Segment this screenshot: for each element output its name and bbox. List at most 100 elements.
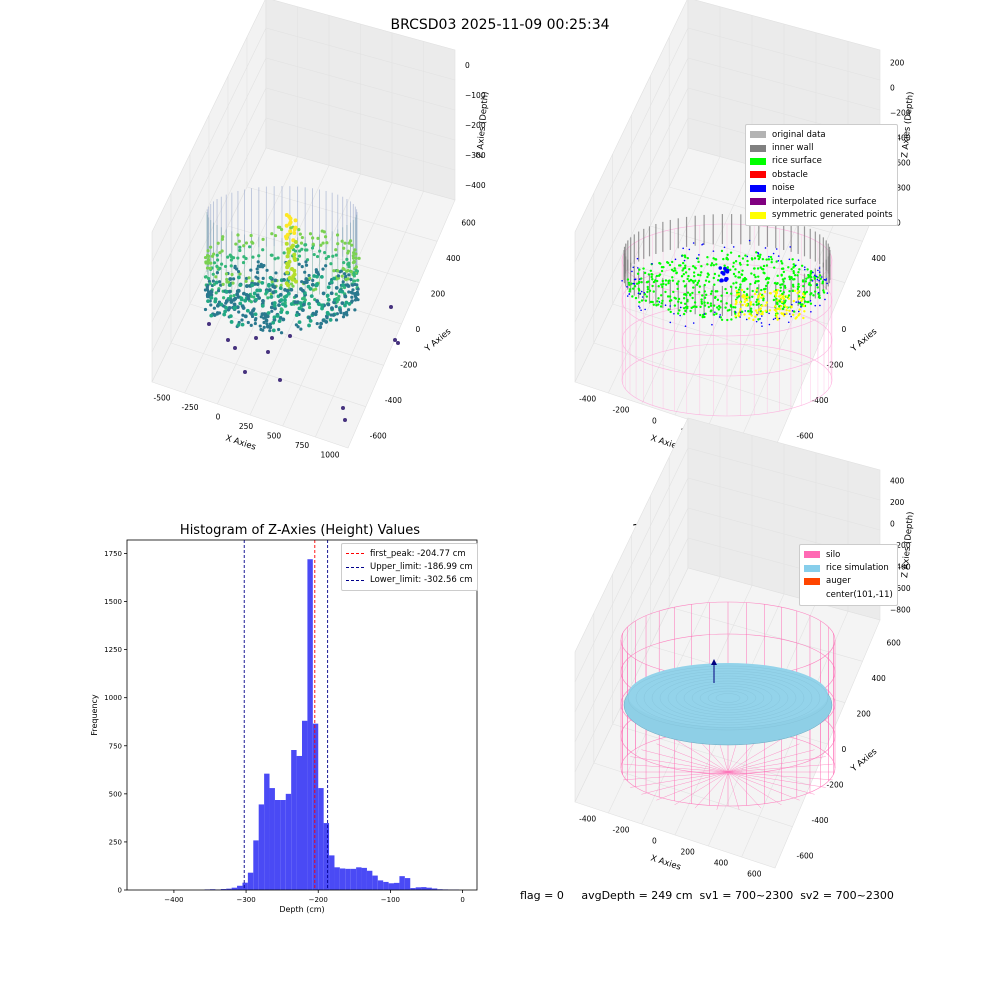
raw-point [278, 286, 283, 291]
raw-point [251, 255, 255, 259]
noise-point [819, 304, 821, 307]
noise-point [633, 278, 636, 281]
height-grid [574, 57, 881, 293]
rice-surface-point [775, 282, 779, 286]
raw-point [326, 302, 331, 307]
raw-point [245, 308, 250, 313]
rice-surface-point [661, 285, 664, 289]
rice-surface-point [802, 284, 805, 288]
raw-point [279, 227, 284, 232]
symmetric-generated-point [746, 295, 749, 299]
rice-surface-point [678, 309, 681, 312]
rice-surface-point [755, 303, 759, 306]
x-tick-label: -200 [612, 826, 629, 835]
rice-surface-point [660, 302, 663, 305]
raw-point [335, 233, 340, 237]
raw-point [290, 282, 294, 286]
raw-point [351, 288, 355, 292]
raw-point [239, 297, 244, 302]
rice-surface-point [656, 279, 659, 283]
rice-surface-point [696, 273, 700, 277]
noise-point [788, 313, 791, 315]
y-tick-label: -400 [812, 396, 829, 405]
symmetric-generated-point [788, 309, 791, 312]
rice-surface-point [797, 282, 800, 286]
rice-surface-point [729, 304, 733, 307]
rice-surface-point [709, 310, 713, 313]
noise-point [760, 322, 763, 324]
panel2-3d-classify-plot: -400-2000200400600-600-400-2000200400600… [574, 0, 916, 459]
histogram-bar [269, 788, 275, 890]
noise-point [739, 311, 742, 314]
rice-surface-point [648, 289, 652, 293]
rice-surface-point [687, 274, 690, 278]
rice-surface-point [670, 260, 674, 264]
rice-surface-point [779, 289, 782, 293]
rice-surface-point [661, 279, 665, 283]
rice-surface-point [797, 285, 800, 288]
rice-surface-point [709, 292, 713, 296]
height-grid [574, 447, 881, 683]
raw-point [221, 282, 225, 286]
classified-point-cloud [621, 214, 833, 417]
rice-surface-point [749, 307, 753, 310]
x-tick-label: -400 [579, 395, 596, 404]
rice-surface-point [772, 266, 776, 269]
raw-point [300, 247, 304, 251]
rice-surface-point [689, 278, 693, 282]
rice-surface-point [683, 254, 687, 257]
rice-surface-point [807, 283, 811, 286]
symmetric-generated-point [782, 295, 785, 298]
legend-line-swatch [346, 579, 364, 581]
rice-surface-point [677, 297, 681, 301]
rice-surface-point [760, 288, 763, 292]
raw-point [321, 291, 326, 296]
noise-point [810, 310, 812, 313]
rice-surface-point [643, 293, 647, 296]
rice-surface-point [734, 275, 737, 278]
raw-point [269, 305, 274, 310]
raw-point [223, 309, 228, 314]
symmetric-generated-point [797, 314, 800, 317]
histogram-bar [404, 878, 411, 890]
raw-point [307, 323, 311, 328]
y-tick-label: 200 [431, 290, 446, 299]
x-tick-label: 1000 [320, 450, 339, 459]
raw-point [344, 274, 348, 278]
raw-point [259, 262, 263, 266]
raw-point [350, 243, 354, 247]
raw-point [318, 325, 323, 330]
rice-surface-point [652, 280, 656, 284]
histogram-bar [307, 559, 313, 890]
rice-surface-point [806, 268, 809, 271]
z-tick-label: −600 [890, 584, 911, 593]
symmetric-generated-point [775, 316, 778, 319]
rice-surface-point [818, 274, 822, 277]
rice-surface-point [726, 258, 730, 261]
raw-point [256, 260, 260, 264]
raw-point [275, 314, 280, 318]
raw-point [264, 290, 269, 294]
raw-point [266, 311, 271, 315]
rice-surface-point [745, 294, 749, 297]
symmetric-generated-point [802, 304, 806, 308]
rice-surface-point [712, 304, 716, 307]
symmetric-generated-point [739, 307, 742, 311]
x-tick-label: −300 [236, 896, 255, 904]
raw-point [283, 304, 288, 308]
rice-surface-point [776, 274, 779, 278]
rice-surface-point [790, 267, 793, 271]
x-tick-label: 400 [714, 859, 729, 868]
noise-point [789, 246, 791, 248]
symmetric-generated-point [791, 313, 795, 316]
rice-surface-point [800, 303, 803, 306]
z-tick-label: 200 [890, 498, 905, 507]
rice-surface-point [720, 318, 724, 321]
raw-point [344, 300, 349, 305]
symmetric-generated-point [799, 296, 802, 300]
legend-entry: Lower_limit: -302.56 cm [346, 574, 473, 587]
raw-point [214, 291, 218, 295]
raw-point [286, 250, 291, 255]
x-tick-label: 0 [460, 896, 464, 904]
rice-surface-point [750, 310, 753, 314]
